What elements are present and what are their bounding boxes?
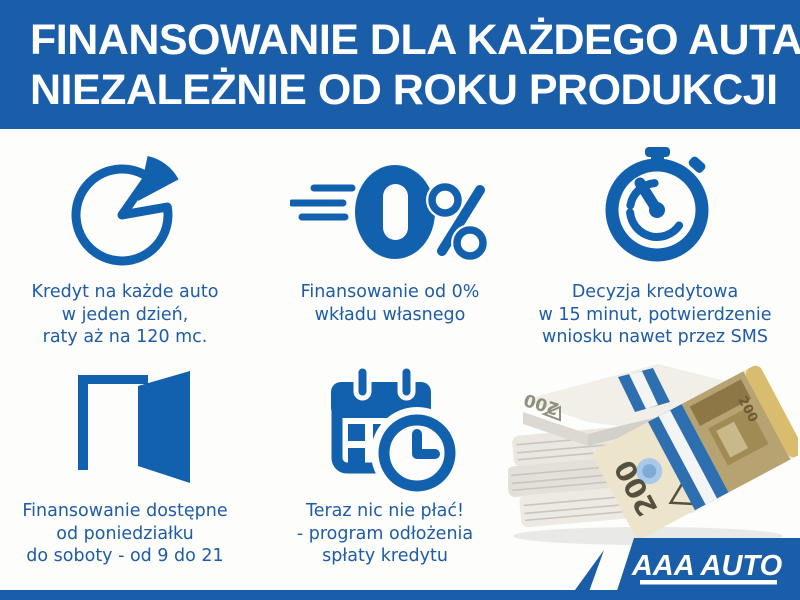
caption-line: w 15 minut, potwierdzenie bbox=[538, 304, 772, 325]
caption-line: Decyzja kredytowa bbox=[571, 282, 739, 302]
calendar-clock-icon bbox=[331, 363, 460, 495]
header-line-1: FINANSOWANIE DLA KAŻDEGO AUTA bbox=[30, 16, 800, 64]
feature-caption-opening-hours: Finansowanie dostępne od poniedziałku do… bbox=[5, 500, 245, 568]
caption-line: Teraz nic nie płać! bbox=[305, 501, 464, 521]
caption-line: spłaty kredytu bbox=[322, 546, 448, 566]
zero-percent-icon bbox=[290, 165, 489, 262]
feature-caption-deferred-payment: Teraz nic nie płać! - program odłożenia … bbox=[265, 500, 505, 568]
footer-strip bbox=[0, 590, 800, 600]
caption-line: Finansowanie dostępne bbox=[22, 501, 228, 521]
logo-text: AAA AUTO bbox=[631, 550, 783, 582]
pie-chart-icon bbox=[71, 156, 179, 266]
logo-wedge bbox=[540, 550, 604, 600]
footer-logo-area: AAA AUTO bbox=[0, 538, 800, 600]
caption-line: wkładu własnego bbox=[314, 304, 466, 325]
caption-line: Finansowanie od 0% bbox=[300, 282, 480, 302]
header-line-2: NIEZALEŻNIE OD ROKU PRODUKCJI bbox=[30, 66, 778, 114]
open-door-icon bbox=[78, 371, 190, 483]
caption-line: - program odłożenia bbox=[296, 523, 474, 544]
money-stack-photo: 200 200 200 bbox=[508, 364, 798, 545]
feature-caption-decision: Decyzja kredytowa w 15 minut, potwierdze… bbox=[531, 281, 779, 349]
caption-line: od poniedziałku bbox=[56, 523, 194, 544]
caption-line: wniosku nawet przez SMS bbox=[542, 327, 768, 347]
caption-line: w jeden dzień, bbox=[61, 304, 189, 325]
caption-line: raty aż na 120 mc. bbox=[42, 327, 208, 347]
feature-caption-credit: Kredyt na każde auto w jeden dzień, raty… bbox=[5, 281, 245, 349]
logo-underline bbox=[640, 580, 777, 585]
caption-line: Kredyt na każde auto bbox=[31, 282, 219, 302]
feature-caption-zero-percent: Finansowanie od 0% wkładu własnego bbox=[270, 281, 510, 326]
caption-line: do soboty - od 9 do 21 bbox=[26, 546, 224, 566]
stopwatch-icon bbox=[605, 147, 709, 262]
header-banner: FINANSOWANIE DLA KAŻDEGO AUTA NIEZALEŻNI… bbox=[0, 0, 800, 129]
